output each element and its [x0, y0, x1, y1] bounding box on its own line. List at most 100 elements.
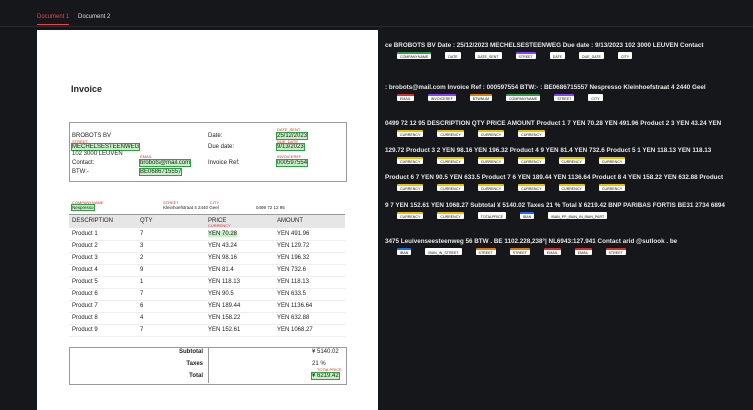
entity-tag: COMPANYNAME	[505, 94, 541, 101]
table-cell: YEN 70.28	[208, 231, 238, 237]
table-cell: Product 5	[72, 279, 98, 285]
column-header: QTY	[140, 218, 153, 224]
text: 102 3000 LEUVEN	[72, 151, 123, 157]
entity-tag: STREET	[605, 248, 626, 255]
entity-label: STREET	[163, 200, 179, 205]
table-cell: YEN 196.32	[277, 255, 310, 261]
total-label: Taxes	[186, 361, 203, 367]
text: Invoice Ref:	[208, 160, 240, 166]
entity-label: COMPANYNAME	[72, 200, 104, 205]
table-cell: Product 8	[72, 315, 98, 321]
total-value: 21 %	[312, 361, 326, 367]
table-cell: 3	[140, 243, 144, 249]
table-cell: Product 4	[72, 267, 98, 273]
entity-tag: INVOICEREF	[427, 94, 456, 101]
table-cell: YEN 189.44	[208, 303, 241, 309]
table-row: Product 7 6 YEN 189.44 YEN 1136.64	[69, 300, 345, 313]
table-cell: 9	[140, 267, 144, 273]
annotated-line: 3475 Leuivenseesteenweg 56 BTW . BE 1102…	[385, 238, 678, 245]
annotated-line: 9 7 YEN 152.61 YEN 1068.27 Subtotal ¥ 51…	[385, 202, 725, 209]
annotated-line: Product 6 7 YEN 90.5 YEN 633.5 Product 7…	[385, 174, 724, 181]
entity-tag: CURRENCY	[397, 130, 424, 137]
tab[interactable]: Document 1	[37, 14, 70, 25]
entity-tag: CURRENCY	[437, 157, 464, 164]
entity-tag: IBAN_IN_STREET	[425, 248, 462, 255]
entity-tag: CURRENCY	[397, 184, 424, 191]
entity-tag: STREET	[554, 94, 575, 101]
tag-row: CURRENCY CURRENCY CURRENCY CURRENCY CURRENCY…	[397, 184, 747, 191]
column-header: AMOUNT	[277, 218, 303, 224]
text: 9/13/2023	[276, 143, 305, 151]
table-cell: 4	[140, 315, 144, 321]
entity-tag: IBAN	[397, 248, 412, 255]
total-value: ¥ 6219.42	[311, 372, 340, 380]
text: MECHELSESTEENWEG	[70, 143, 141, 151]
entity-label: INVOICEREF	[277, 154, 302, 159]
entity-tag: TOTALPRICE	[477, 212, 506, 219]
entity-tag: CURRENCY	[397, 157, 424, 164]
entity-tag: CURRENCY	[437, 184, 464, 191]
table-cell: 7	[140, 291, 144, 297]
tag-row: CURRENCY CURRENCY TOTALPRICE IBAN IBAN_PP_IB…	[397, 212, 747, 219]
tag-row: EMAIL INVOICEREF BTWNUM COMPANYNAME STREET CI…	[397, 94, 747, 101]
text: brobots@mail.com	[138, 159, 192, 167]
tag-row: CURRENCY CURRENCY CURRENCY CURRENCY CURRENCY…	[397, 157, 747, 164]
entity-tag: CURRENCY	[518, 130, 545, 137]
entity-tag: BTWNUM	[469, 94, 492, 101]
entity-tag: CURRENCY	[477, 130, 505, 137]
table-header: DESCRIPTION QTY PRICE AMOUNT	[69, 214, 345, 228]
tag-row: COMPANYNAME DATE DATE_SENT STREET DATE DUE_DA…	[397, 52, 747, 59]
entity-tag: EMAIL	[574, 248, 592, 255]
total-label: Total	[189, 373, 203, 379]
invoice-title: Invoice	[71, 84, 103, 94]
text: 25/12/2023	[275, 132, 309, 140]
text: BE0686715557	[138, 168, 183, 176]
table-row: Product 6 7 YEN 90.5 YEN 633.5	[69, 288, 345, 301]
table-cell: YEN 118.13	[208, 279, 240, 285]
table-cell: YEN 491.96	[277, 231, 310, 237]
table-cell: YEN 43.24	[208, 243, 238, 249]
entity-tag: COMPANYNAME	[397, 52, 432, 59]
entity-tag: STREET	[515, 52, 536, 59]
table-cell: 2	[140, 255, 144, 261]
table-cell: Product 6	[72, 291, 98, 297]
entity-tag: CURRENCY	[518, 184, 545, 191]
entity-tag: IBAN_PP_IBAN_IN_IBAN_PART	[548, 212, 608, 219]
text: Date:	[208, 133, 223, 139]
entity-label: CURRENCY	[208, 223, 231, 228]
entity-tag: CURRENCY	[477, 157, 505, 164]
entity-tag: EMAIL	[397, 94, 414, 101]
table-cell: YEN 1136.64	[277, 303, 313, 309]
tab[interactable]: Document 2	[78, 14, 111, 20]
text: BROBOTS BV	[72, 133, 112, 139]
document-page: Invoice BROBOTS BV MECHELSESTEENWEG 102 …	[37, 30, 378, 410]
entity-tag: CITY	[588, 94, 603, 101]
table-cell: YEN 90.5	[208, 291, 234, 297]
table-cell: YEN 98.16	[208, 255, 238, 261]
entity-label: DATE_SENT	[277, 127, 301, 132]
divider	[0, 26, 753, 27]
table-cell: YEN 732.6	[277, 267, 307, 273]
annotated-line: : brobots@mail.com Invoice Ref : 0005975…	[385, 84, 706, 91]
column-header: PRICE	[208, 218, 227, 224]
table-row: Product 8 4 YEN 158.22 YEN 632.88	[69, 312, 345, 325]
table-row: Product 2 3 YEN 43.24 YEN 129.72	[69, 240, 345, 253]
entity-tag: STREET	[509, 248, 530, 255]
text: Contact:	[72, 160, 95, 166]
entity-tag: CURRENCY	[477, 184, 505, 191]
annotated-line: ce BROBOTS BV Date : 25/12/2023 MECHELSE…	[385, 42, 704, 49]
table-row: Product 5 1 YEN 118.13 YEN 118.13	[69, 276, 345, 289]
entity-tag: CURRENCY	[397, 212, 424, 219]
table-cell: YEN 129.72	[277, 243, 310, 249]
entity-tag: CURRENCY	[558, 184, 585, 191]
table-cell: YEN 1068.27	[277, 327, 313, 333]
table-row: Product 4 9 YEN 81.4 YEN 732.6	[69, 264, 345, 277]
table-cell: Product 1	[72, 231, 98, 237]
table-cell: Product 9	[72, 327, 98, 333]
tag-row: CURRENCY CURRENCY CURRENCY CURRENCY	[397, 130, 747, 137]
annotated-line: 0499 72 12 95 DESCRIPTION QTY PRICE AMOU…	[385, 120, 722, 127]
table-cell: YEN 152.61	[208, 327, 241, 333]
text: 000597554	[275, 159, 309, 167]
table-cell: 1	[140, 279, 144, 285]
